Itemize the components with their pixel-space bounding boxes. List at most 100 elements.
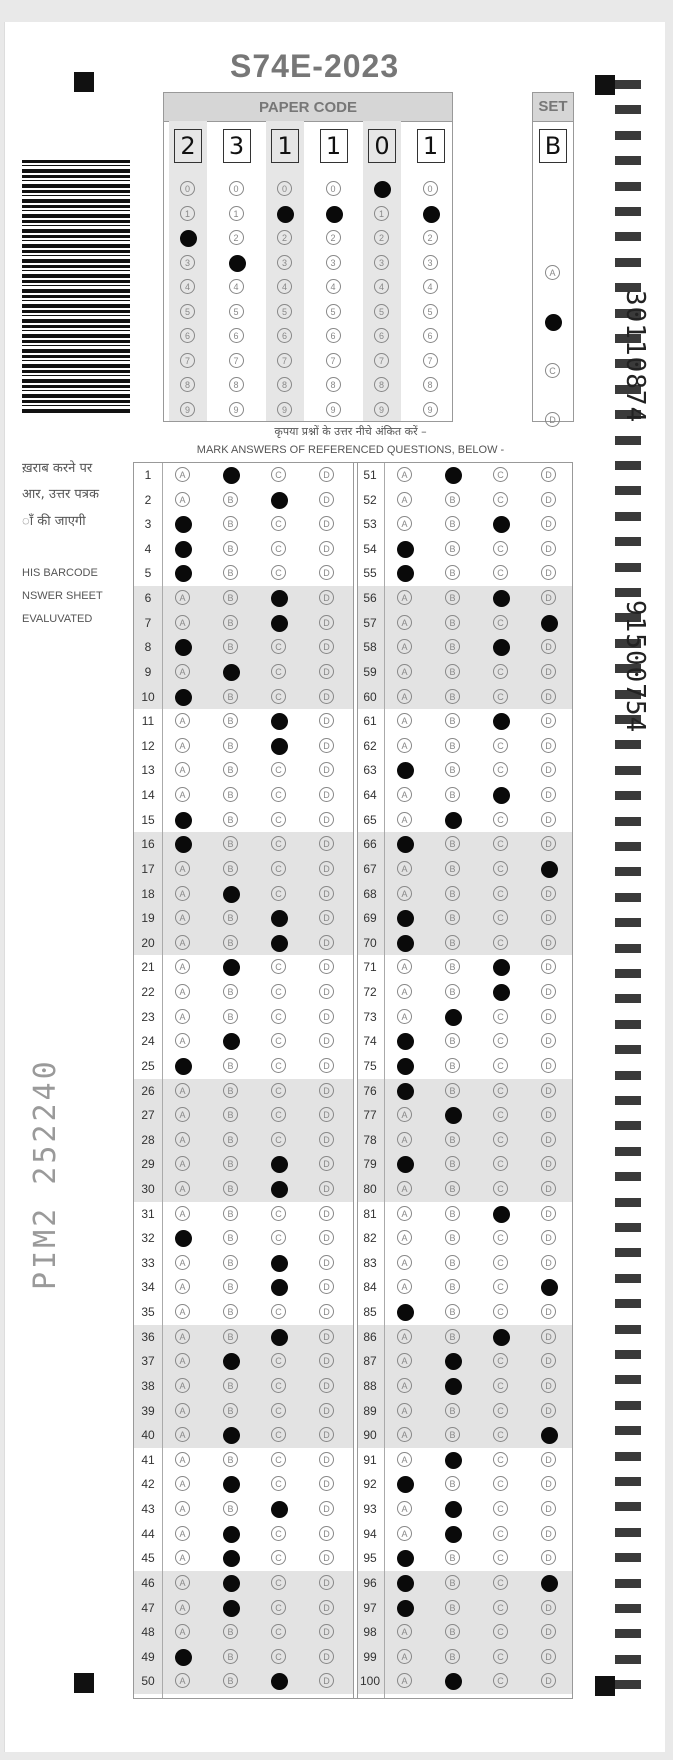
answer-bubble[interactable]: B bbox=[223, 1525, 240, 1543]
answer-bubble[interactable]: B bbox=[223, 1107, 238, 1123]
answer-bubble[interactable]: A bbox=[397, 1008, 412, 1024]
answer-bubble[interactable]: B bbox=[445, 1599, 460, 1615]
answer-bubble[interactable]: D bbox=[541, 1427, 558, 1445]
answer-bubble[interactable]: B bbox=[223, 1402, 238, 1418]
answer-bubble[interactable]: B bbox=[445, 1525, 462, 1543]
answer-bubble[interactable]: A bbox=[175, 1156, 190, 1172]
paper-code-bubble[interactable]: 0 bbox=[374, 181, 391, 198]
answer-bubble[interactable]: C bbox=[493, 1624, 508, 1640]
answer-bubble[interactable]: C bbox=[271, 1230, 286, 1246]
answer-bubble[interactable]: A bbox=[175, 1501, 190, 1517]
answer-bubble[interactable]: B bbox=[445, 1156, 460, 1172]
answer-bubble[interactable]: D bbox=[319, 1648, 334, 1664]
paper-code-bubble[interactable]: 7 bbox=[374, 352, 389, 368]
answer-bubble[interactable]: C bbox=[493, 1180, 508, 1196]
answer-bubble[interactable]: A bbox=[397, 1230, 412, 1246]
answer-bubble[interactable]: C bbox=[271, 1476, 286, 1492]
paper-code-bubble[interactable]: 8 bbox=[422, 377, 438, 392]
answer-bubble[interactable]: D bbox=[541, 959, 556, 975]
answer-bubble[interactable]: A bbox=[397, 1279, 412, 1295]
answer-bubble[interactable]: C bbox=[493, 516, 510, 534]
paper-code-bubble[interactable]: 2 bbox=[325, 230, 341, 245]
answer-bubble[interactable]: C bbox=[493, 1107, 508, 1123]
answer-bubble[interactable]: D bbox=[319, 934, 334, 950]
answer-bubble[interactable]: A bbox=[175, 959, 190, 975]
answer-bubble[interactable]: C bbox=[271, 663, 286, 679]
answer-bubble[interactable]: D bbox=[541, 1205, 556, 1221]
answer-bubble[interactable]: A bbox=[175, 787, 190, 803]
answer-bubble[interactable]: B bbox=[445, 1033, 460, 1049]
answer-bubble[interactable]: B bbox=[223, 1574, 240, 1592]
answer-bubble[interactable]: A bbox=[397, 811, 412, 827]
answer-bubble[interactable]: D bbox=[319, 1525, 334, 1541]
answer-bubble[interactable]: C bbox=[493, 1377, 508, 1393]
answer-bubble[interactable]: B bbox=[445, 663, 460, 679]
answer-bubble[interactable]: B bbox=[445, 1230, 460, 1246]
answer-bubble[interactable]: A bbox=[175, 516, 192, 534]
answer-bubble[interactable]: C bbox=[493, 885, 508, 901]
answer-bubble[interactable]: A bbox=[175, 540, 192, 558]
answer-bubble[interactable]: A bbox=[397, 639, 412, 655]
answer-bubble[interactable]: A bbox=[175, 1008, 190, 1024]
paper-code-bubble[interactable]: 6 bbox=[180, 328, 195, 343]
answer-bubble[interactable]: B bbox=[223, 1550, 240, 1568]
answer-bubble[interactable]: A bbox=[397, 1082, 414, 1100]
answer-bubble[interactable]: C bbox=[271, 1451, 286, 1467]
answer-bubble[interactable]: C bbox=[271, 1057, 286, 1073]
answer-bubble[interactable]: D bbox=[319, 1353, 334, 1369]
answer-bubble[interactable]: B bbox=[223, 1057, 238, 1073]
answer-bubble[interactable]: C bbox=[271, 762, 286, 778]
answer-bubble[interactable]: D bbox=[319, 1082, 334, 1098]
answer-bubble[interactable]: A bbox=[397, 885, 412, 901]
answer-bubble[interactable]: C bbox=[493, 1254, 508, 1270]
answer-bubble[interactable]: A bbox=[175, 984, 190, 1000]
answer-bubble[interactable]: C bbox=[271, 1033, 286, 1049]
answer-bubble[interactable]: C bbox=[493, 1057, 508, 1073]
answer-bubble[interactable]: A bbox=[397, 1107, 412, 1123]
answer-bubble[interactable]: B bbox=[223, 1156, 238, 1172]
answer-bubble[interactable]: B bbox=[445, 1476, 460, 1492]
answer-bubble[interactable]: C bbox=[271, 565, 286, 581]
answer-bubble[interactable]: B bbox=[445, 1451, 462, 1469]
answer-bubble[interactable]: D bbox=[541, 1673, 556, 1689]
answer-bubble[interactable]: C bbox=[271, 1574, 286, 1590]
answer-bubble[interactable]: C bbox=[271, 959, 286, 975]
answer-bubble[interactable]: A bbox=[175, 713, 190, 729]
answer-bubble[interactable]: C bbox=[493, 491, 508, 507]
answer-bubble[interactable]: D bbox=[541, 1599, 556, 1615]
answer-bubble[interactable]: A bbox=[175, 1304, 190, 1320]
answer-bubble[interactable]: B bbox=[445, 1574, 460, 1590]
answer-bubble[interactable]: A bbox=[397, 1180, 412, 1196]
answer-bubble[interactable]: B bbox=[223, 1180, 238, 1196]
answer-bubble[interactable]: B bbox=[223, 639, 238, 655]
answer-bubble[interactable]: D bbox=[541, 1180, 556, 1196]
answer-bubble[interactable]: C bbox=[493, 688, 508, 704]
answer-bubble[interactable]: C bbox=[271, 934, 288, 952]
answer-bubble[interactable]: A bbox=[175, 1082, 190, 1098]
answer-bubble[interactable]: D bbox=[319, 516, 334, 532]
answer-bubble[interactable]: B bbox=[445, 1353, 462, 1371]
answer-bubble[interactable]: D bbox=[541, 984, 556, 1000]
answer-bubble[interactable]: C bbox=[271, 787, 286, 803]
answer-bubble[interactable]: D bbox=[541, 491, 556, 507]
answer-bubble[interactable]: C bbox=[271, 885, 286, 901]
answer-bubble[interactable]: A bbox=[175, 1673, 190, 1689]
answer-bubble[interactable]: C bbox=[493, 1476, 508, 1492]
answer-bubble[interactable]: C bbox=[271, 1131, 286, 1147]
answer-bubble[interactable]: D bbox=[541, 1279, 558, 1297]
paper-code-bubble[interactable]: 8 bbox=[374, 377, 389, 392]
answer-bubble[interactable]: A bbox=[175, 934, 190, 950]
answer-bubble[interactable]: A bbox=[175, 885, 190, 901]
paper-code-bubble[interactable]: 7 bbox=[180, 352, 195, 368]
answer-bubble[interactable]: C bbox=[493, 934, 508, 950]
answer-bubble[interactable]: A bbox=[175, 737, 190, 753]
answer-bubble[interactable]: D bbox=[319, 737, 334, 753]
answer-bubble[interactable]: D bbox=[319, 639, 334, 655]
paper-code-bubble[interactable]: 0 bbox=[228, 181, 244, 196]
paper-code-bubble[interactable]: 0 bbox=[422, 181, 438, 196]
answer-bubble[interactable]: A bbox=[175, 1648, 192, 1666]
answer-bubble[interactable]: C bbox=[493, 713, 510, 731]
answer-bubble[interactable]: A bbox=[175, 860, 190, 876]
answer-bubble[interactable]: D bbox=[541, 1648, 556, 1664]
answer-bubble[interactable]: D bbox=[319, 688, 334, 704]
